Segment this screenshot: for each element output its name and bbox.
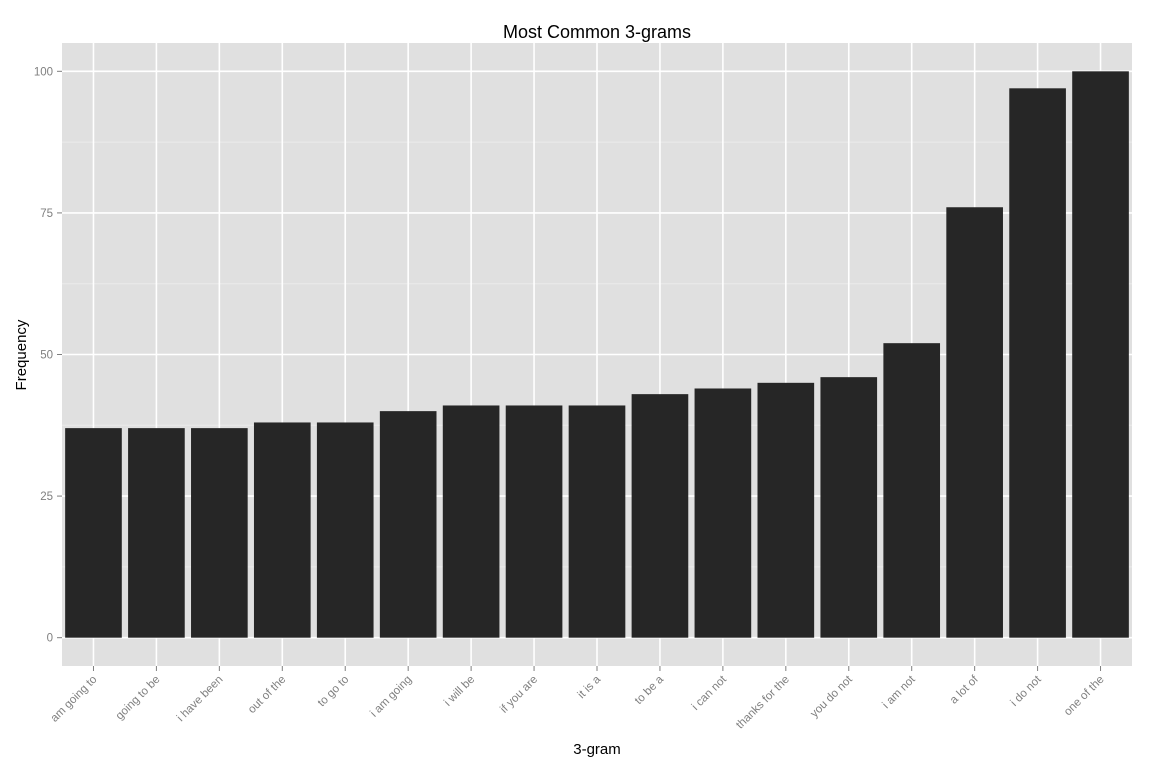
x-tick-label: a lot of (948, 673, 981, 706)
x-tick-label: i will be (442, 674, 477, 709)
bar (757, 382, 815, 638)
bar (191, 428, 248, 638)
x-tick-label: to go to (316, 674, 352, 710)
x-tick-label: if you are (498, 674, 540, 716)
x-tick-label: going to be (114, 674, 163, 723)
x-tick-label: to be a (633, 673, 667, 707)
bar (568, 405, 626, 638)
y-tick-label: 75 (40, 208, 53, 220)
x-axis-title: 3-gram (573, 741, 621, 758)
bar (694, 388, 752, 638)
bars (65, 71, 1129, 638)
x-tick-label: one of the (1062, 674, 1107, 719)
chart-title: Most Common 3-grams (503, 22, 691, 42)
bar (1072, 71, 1129, 638)
y-axis: 0 25 50 75 100 (34, 66, 62, 645)
x-tick-label: i am going (368, 674, 414, 720)
bar (253, 422, 311, 638)
bar (946, 207, 1003, 638)
bar (631, 394, 689, 638)
bar (442, 405, 500, 638)
y-tick-label: 25 (40, 491, 53, 503)
x-tick-label: you do not (808, 673, 855, 720)
x-axis: am going to going to be i have been out of … (49, 666, 1107, 731)
x-tick-label: i can not (690, 673, 730, 713)
y-axis-title: Frequency (13, 319, 30, 390)
x-tick-label: am going to (49, 674, 100, 725)
y-tick-label: 100 (34, 66, 53, 78)
bar (379, 411, 437, 638)
x-tick-label: it is a (576, 673, 604, 701)
bar (820, 377, 878, 638)
x-tick-label: i do not (1009, 673, 1045, 709)
bar (883, 343, 941, 638)
bar (316, 422, 374, 638)
x-tick-label: out of the (246, 674, 288, 716)
x-tick-label: thanks for the (734, 674, 792, 732)
x-tick-label: i have been (175, 674, 226, 725)
bar (505, 405, 563, 638)
x-tick-label: i am not (880, 673, 918, 711)
bar (1009, 88, 1066, 638)
bar (128, 428, 185, 638)
bar (65, 428, 122, 638)
y-tick-label: 50 (40, 350, 53, 362)
y-tick-label: 0 (47, 633, 53, 645)
